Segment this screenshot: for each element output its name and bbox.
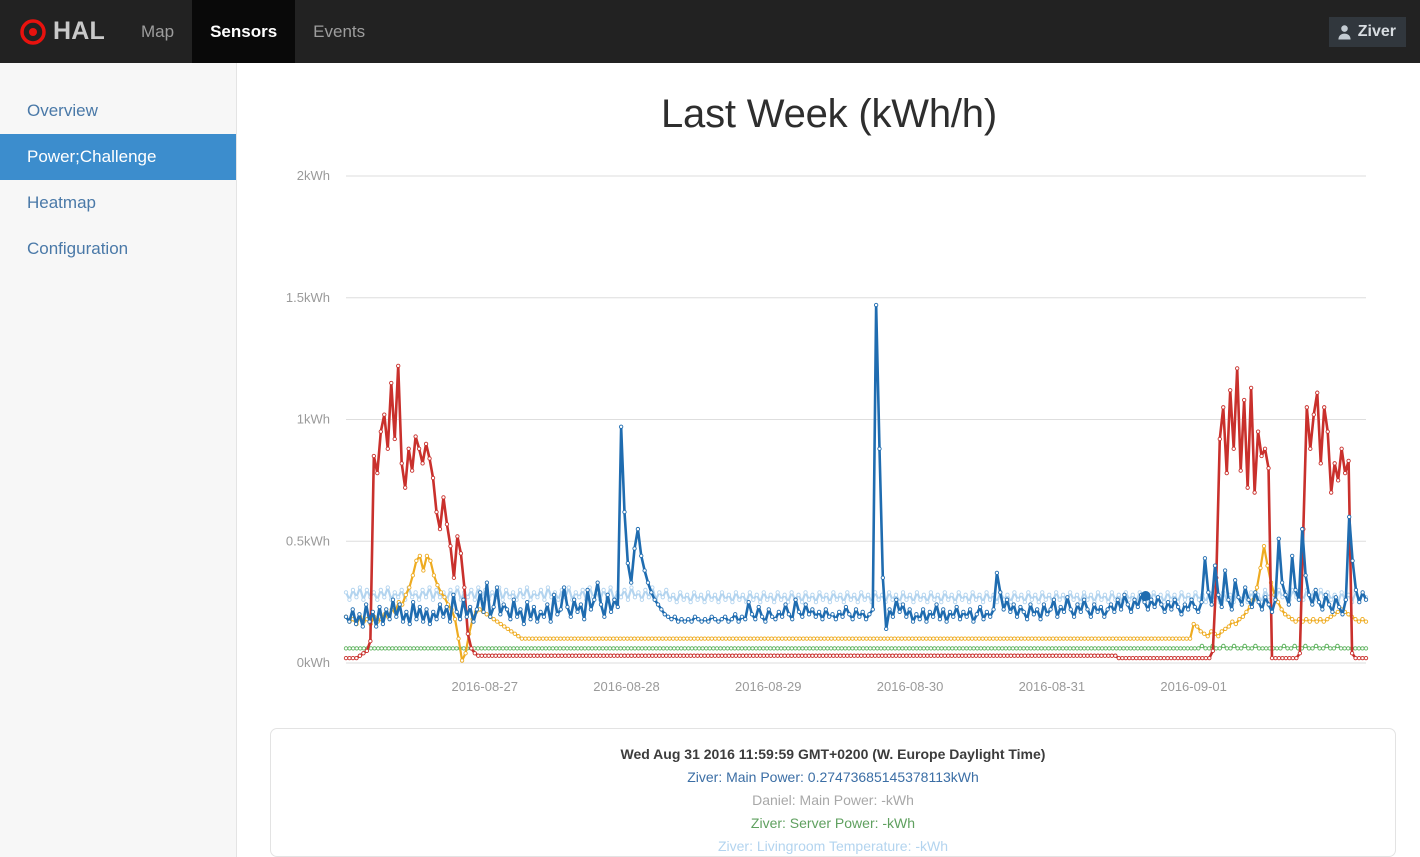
y-axis-tick-label: 0.5kWh (286, 533, 330, 548)
x-axis-tick-label: 2016-08-29 (735, 679, 802, 694)
tooltip-row-ziver-main-power: Ziver: Main Power: 0.27473685145378113kW… (687, 769, 979, 785)
x-axis-tick-label: 2016-08-30 (877, 679, 944, 694)
nav-right: Ziver (1328, 0, 1420, 63)
user-menu[interactable]: Ziver (1328, 16, 1406, 47)
main-content: Last Week (kWh/h) 0kWh 0.5kWh 1kWh 1.5kWh 2k… (238, 63, 1420, 857)
power-line-chart[interactable]: 0kWh 0.5kWh 1kWh 1.5kWh 2kWh 2016-08-27 2016-0… (238, 168, 1420, 778)
brand-logo-link[interactable]: HAL (0, 0, 123, 63)
series-daniel-main-power (343, 363, 1369, 661)
x-axis-tick-label: 2016-08-28 (593, 679, 660, 694)
x-axis-tick-label: 2016-08-31 (1019, 679, 1086, 694)
x-axis-tick-label: 2016-09-01 (1160, 679, 1227, 694)
nav-item-sensors[interactable]: Sensors (192, 0, 296, 63)
tooltip-row-ziver-server-power: Ziver: Server Power: -kWh (750, 815, 916, 831)
y-axis-tick-label: 0kWh (297, 655, 330, 670)
target-logo-icon (20, 18, 46, 45)
highlighted-data-point[interactable] (1140, 591, 1151, 602)
sidebar-item-overview[interactable]: Overview (27, 101, 98, 120)
y-axis-tick-label: 1kWh (297, 412, 330, 427)
sidebar-item-configuration[interactable]: Configuration (27, 239, 129, 258)
user-name: Ziver (1357, 22, 1396, 40)
nav-items: Map Sensors Events (123, 0, 383, 63)
sidebar: Overview Power;Challenge Heatmap Configu… (0, 63, 237, 857)
y-axis-tick-label: 2kWh (297, 168, 330, 183)
series-ziver-server-power (343, 643, 1369, 651)
tooltip-date: Wed Aug 31 2016 11:59:59 GMT+0200 (W. Eu… (620, 746, 1046, 762)
tooltip-row-daniel-main-power: Daniel: Main Power: -kWh (752, 792, 914, 808)
user-icon (1338, 24, 1351, 39)
tooltip-panel: Wed Aug 31 2016 11:59:59 GMT+0200 (W. Eu… (270, 728, 1396, 857)
page-title: Last Week (kWh/h) (661, 92, 997, 136)
y-axis-tick-label: 1.5kWh (286, 290, 330, 305)
top-navbar: HAL Map Sensors Events Ziver (0, 0, 1420, 63)
nav-item-map[interactable]: Map (140, 21, 175, 41)
chart-container[interactable]: 0kWh 0.5kWh 1kWh 1.5kWh 2kWh 2016-08-27 2016-0… (238, 168, 1420, 778)
brand-name: HAL (53, 17, 105, 45)
tooltip-row-ziver-livingroom-temperature: Ziver: Livingroom Temperature: -kWh (717, 838, 949, 854)
sidebar-item-power-challenge[interactable]: Power;Challenge (0, 134, 236, 180)
series-ziver-main-power (343, 302, 1369, 632)
nav-item-events[interactable]: Events (313, 21, 366, 41)
sidebar-item-heatmap[interactable]: Heatmap (27, 193, 96, 212)
x-axis-tick-label: 2016-08-27 (451, 679, 517, 694)
